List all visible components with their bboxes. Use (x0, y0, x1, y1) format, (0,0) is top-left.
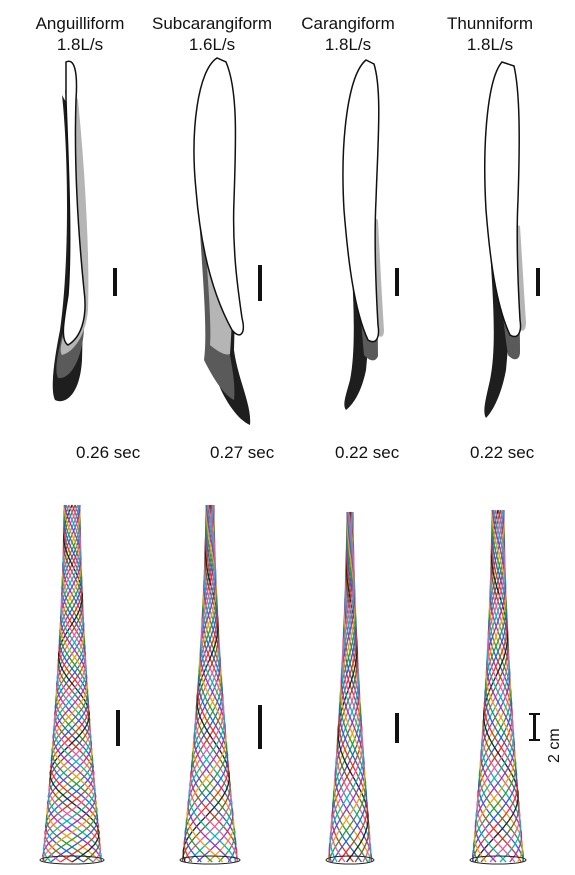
midline-trace (337, 511, 368, 863)
body-outline-overlay (193, 57, 251, 425)
scale-bar (116, 710, 120, 746)
body-outline-overlay (342, 59, 384, 410)
midline-trace (327, 512, 366, 863)
scale-bar (258, 265, 262, 301)
scale-bar (395, 713, 399, 743)
outline-light (484, 61, 522, 338)
scale-bar (258, 705, 262, 749)
midline-traces (325, 511, 375, 865)
midline-trace (189, 504, 239, 863)
outline-light (62, 60, 86, 346)
duration-label: 0.22 sec (470, 443, 535, 462)
scale-bar-2cm (533, 713, 536, 741)
midline-trace (181, 504, 231, 863)
midline-trace (328, 511, 365, 863)
midline-trace (473, 509, 516, 863)
speed-label: 1.8L/s (466, 35, 514, 54)
tail-envelope (325, 855, 375, 865)
midline-trace (49, 504, 100, 863)
midline-trace (42, 504, 97, 863)
outline-light (193, 57, 244, 336)
column-title: Anguilliform (35, 14, 125, 33)
column-title: Subcarangiform (151, 14, 272, 33)
midline-traces (179, 504, 241, 865)
column-title: Carangiform (301, 14, 395, 33)
midline-traces (39, 504, 105, 865)
column-carangiform: Carangiform 1.8L/s 0.22 sec (278, 0, 418, 875)
midline-trace (480, 509, 520, 863)
duration-label: 0.22 sec (335, 443, 400, 462)
midline-trace (49, 504, 101, 863)
midline-trace (48, 504, 102, 863)
body-outline-overlay (52, 60, 89, 402)
column-subcarangiform: Subcarangiform 1.6L/s 0.27 sec (142, 0, 282, 875)
tail-envelope (39, 855, 105, 865)
outline-light (342, 59, 380, 343)
scale-label-2cm: 2 cm (546, 728, 563, 763)
midline-trace (476, 509, 516, 863)
column-title: Thunniform (447, 14, 533, 33)
column-thunniform: Thunniform 1.8L/s 0.22 sec (420, 0, 560, 875)
midline-trace (474, 509, 519, 863)
midline-trace (43, 504, 95, 863)
speed-label: 1.8L/s (56, 35, 104, 54)
tail-envelope (179, 855, 241, 865)
midline-trace (331, 511, 368, 863)
midline-trace (41, 504, 98, 863)
scale-bar (395, 268, 399, 296)
scale-bar (536, 268, 540, 296)
duration-label: 0.26 sec (76, 443, 141, 462)
midline-trace (472, 509, 517, 863)
midline-trace (184, 504, 229, 863)
scale-bar-2cm-cap-top (529, 713, 540, 715)
midline-traces (469, 509, 527, 865)
tail-envelope (469, 855, 527, 865)
scale-bar (113, 268, 117, 296)
duration-label: 0.27 sec (210, 443, 275, 462)
column-anguilliform: Anguilliform 1.8L/s 0.26 sec (10, 0, 150, 875)
body-outline-overlay (484, 61, 526, 418)
speed-label: 1.6L/s (188, 35, 236, 54)
scale-bar-2cm-cap-bottom (529, 739, 540, 741)
midline-trace (42, 504, 96, 863)
midline-trace (47, 504, 102, 863)
midline-trace (330, 511, 364, 863)
midline-trace (46, 504, 103, 863)
speed-label: 1.8L/s (324, 35, 372, 54)
